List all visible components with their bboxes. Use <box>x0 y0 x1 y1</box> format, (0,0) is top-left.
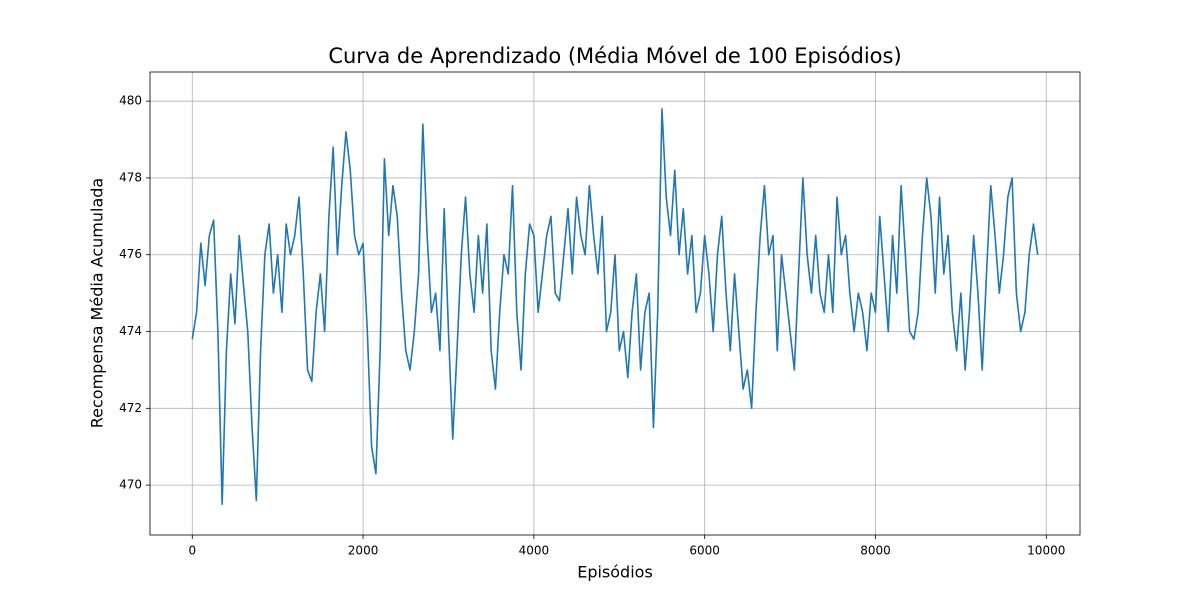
data-line <box>191 108 1039 506</box>
y-axis-label: Recompensa Média Acumulada <box>88 178 107 428</box>
y-tick-label: 472 <box>119 401 142 415</box>
chart-title: Curva de Aprendizado (Média Móvel de 100… <box>328 44 901 68</box>
x-tick-label: 8000 <box>860 544 891 558</box>
y-tick-label: 476 <box>119 247 142 261</box>
x-tick-label: 10000 <box>1027 544 1065 558</box>
y-tick-label: 470 <box>119 478 142 492</box>
plot-frame <box>149 71 1081 536</box>
x-axis-label: Episódios <box>577 563 653 582</box>
x-tick-label: 0 <box>188 544 196 558</box>
x-tick-label: 2000 <box>348 544 379 558</box>
y-tick-label: 474 <box>119 324 142 338</box>
x-tick-label: 6000 <box>689 544 720 558</box>
y-tick-label: 478 <box>119 170 142 184</box>
y-tick-label: 480 <box>119 94 142 108</box>
x-tick-label: 4000 <box>519 544 550 558</box>
